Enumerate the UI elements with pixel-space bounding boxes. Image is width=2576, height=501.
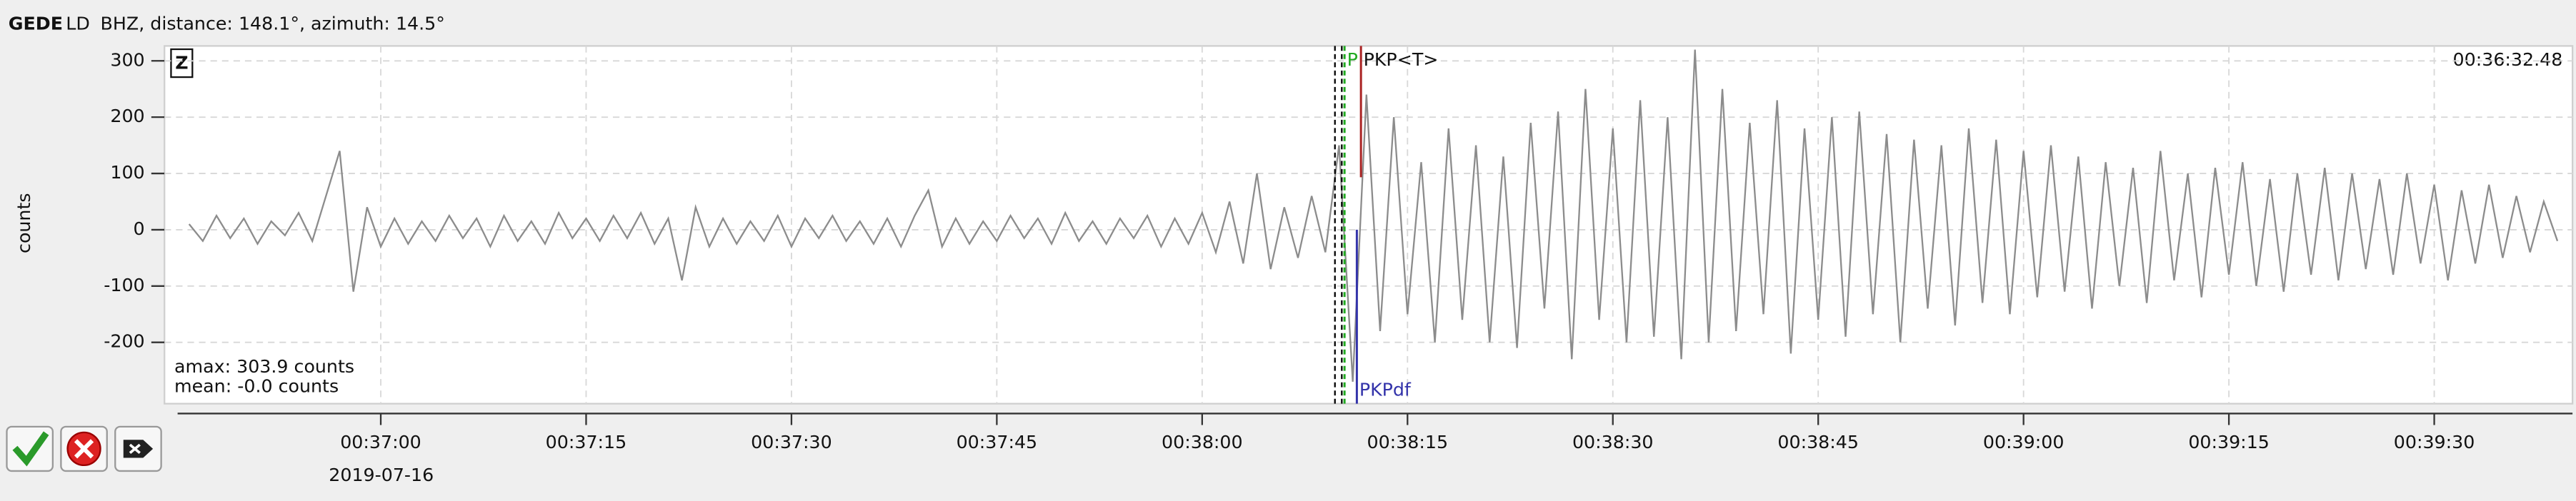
pick-label: PKP<T> bbox=[1364, 49, 1439, 70]
check-icon bbox=[12, 431, 49, 467]
y-axis-label: counts bbox=[14, 193, 34, 253]
plot-area bbox=[164, 45, 2574, 405]
x-icon bbox=[74, 439, 94, 459]
waveform bbox=[188, 49, 2559, 382]
x-tick-label: 00:38:30 bbox=[1572, 432, 1654, 452]
x-tick-label: 00:38:45 bbox=[1777, 432, 1859, 452]
x-tick-label: 00:39:30 bbox=[2394, 432, 2475, 452]
accept-button[interactable] bbox=[6, 425, 54, 472]
x-tick-label: 00:38:00 bbox=[1162, 432, 1243, 452]
station: GEDE bbox=[9, 13, 63, 34]
component-box bbox=[170, 48, 194, 79]
component: Z bbox=[175, 53, 188, 74]
pick-label: P bbox=[1347, 49, 1358, 70]
network: LD bbox=[66, 13, 90, 34]
y-tick-label: -200 bbox=[104, 331, 144, 352]
x-tick-label: 00:39:15 bbox=[2188, 432, 2270, 452]
x-tick-label: 00:37:30 bbox=[751, 432, 832, 452]
date: 2019-07-16 bbox=[329, 465, 434, 485]
x-tick-label: 00:38:15 bbox=[1367, 432, 1449, 452]
x-tick-label: 00:37:15 bbox=[546, 432, 627, 452]
y-tick-label: 100 bbox=[110, 162, 144, 183]
x-tick-label: 00:37:45 bbox=[957, 432, 1038, 452]
x-tick-label: 00:37:00 bbox=[340, 432, 421, 452]
y-tick-label: -100 bbox=[104, 275, 144, 295]
y-tick-label: 0 bbox=[134, 218, 145, 239]
x-tick-label: 00:39:00 bbox=[1983, 432, 2065, 452]
y-tick-label: 300 bbox=[110, 49, 144, 70]
mean: mean: -0.0 counts bbox=[174, 376, 339, 397]
y-tick-label: 200 bbox=[110, 106, 144, 126]
start-time: 00:36:32.48 bbox=[2453, 49, 2563, 70]
next-button[interactable] bbox=[114, 425, 162, 472]
arrow-x bbox=[129, 443, 141, 455]
reject-button[interactable] bbox=[60, 425, 108, 472]
amax: amax: 303.9 counts bbox=[174, 356, 354, 377]
trace-info: BHZ, distance: 148.1°, azimuth: 14.5° bbox=[101, 13, 445, 34]
pick-label: PKPdf bbox=[1359, 379, 1412, 400]
